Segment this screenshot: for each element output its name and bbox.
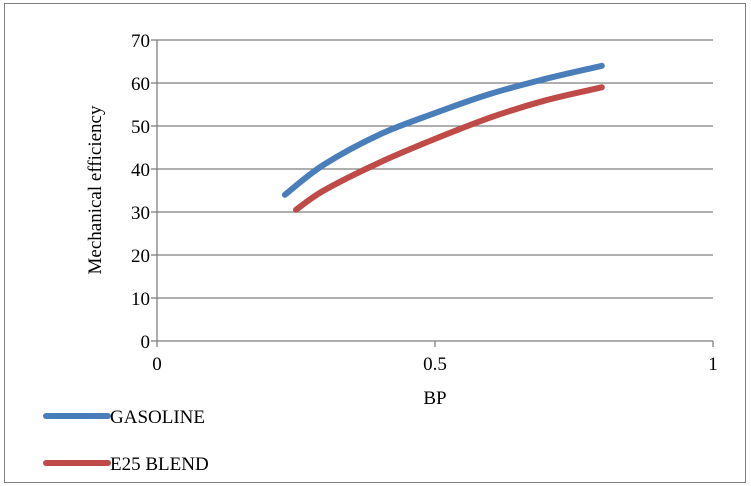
x-tick-label: 0.5 (423, 354, 447, 375)
series-line-e25-blend (293, 84, 605, 213)
y-tick-label: 50 (131, 117, 150, 138)
x-axis-label: BP (423, 388, 446, 409)
y-axis-label: Mechanical efficiency (85, 105, 106, 274)
x-tick-label: 0 (152, 354, 162, 375)
axes (151, 39, 714, 347)
tick-labels: 0 10 20 30 40 50 60 70 0 0.5 1 (131, 31, 718, 375)
y-tick-label: 30 (131, 203, 150, 224)
y-tick-label: 40 (131, 160, 150, 181)
series-lines (281, 62, 605, 213)
gridlines (157, 39, 713, 299)
legend: GASOLINE E25 BLEND (43, 407, 209, 475)
series-line-gasoline (281, 62, 605, 198)
legend-label-gasoline: GASOLINE (110, 407, 205, 428)
y-tick-label: 60 (131, 74, 150, 95)
x-tick-label: 1 (708, 354, 718, 375)
y-tick-label: 0 (141, 332, 151, 353)
y-tick-label: 20 (131, 246, 150, 267)
y-tick-label: 10 (131, 289, 150, 310)
y-tick-label: 70 (131, 31, 150, 52)
legend-label-e25-blend: E25 BLEND (110, 454, 209, 475)
